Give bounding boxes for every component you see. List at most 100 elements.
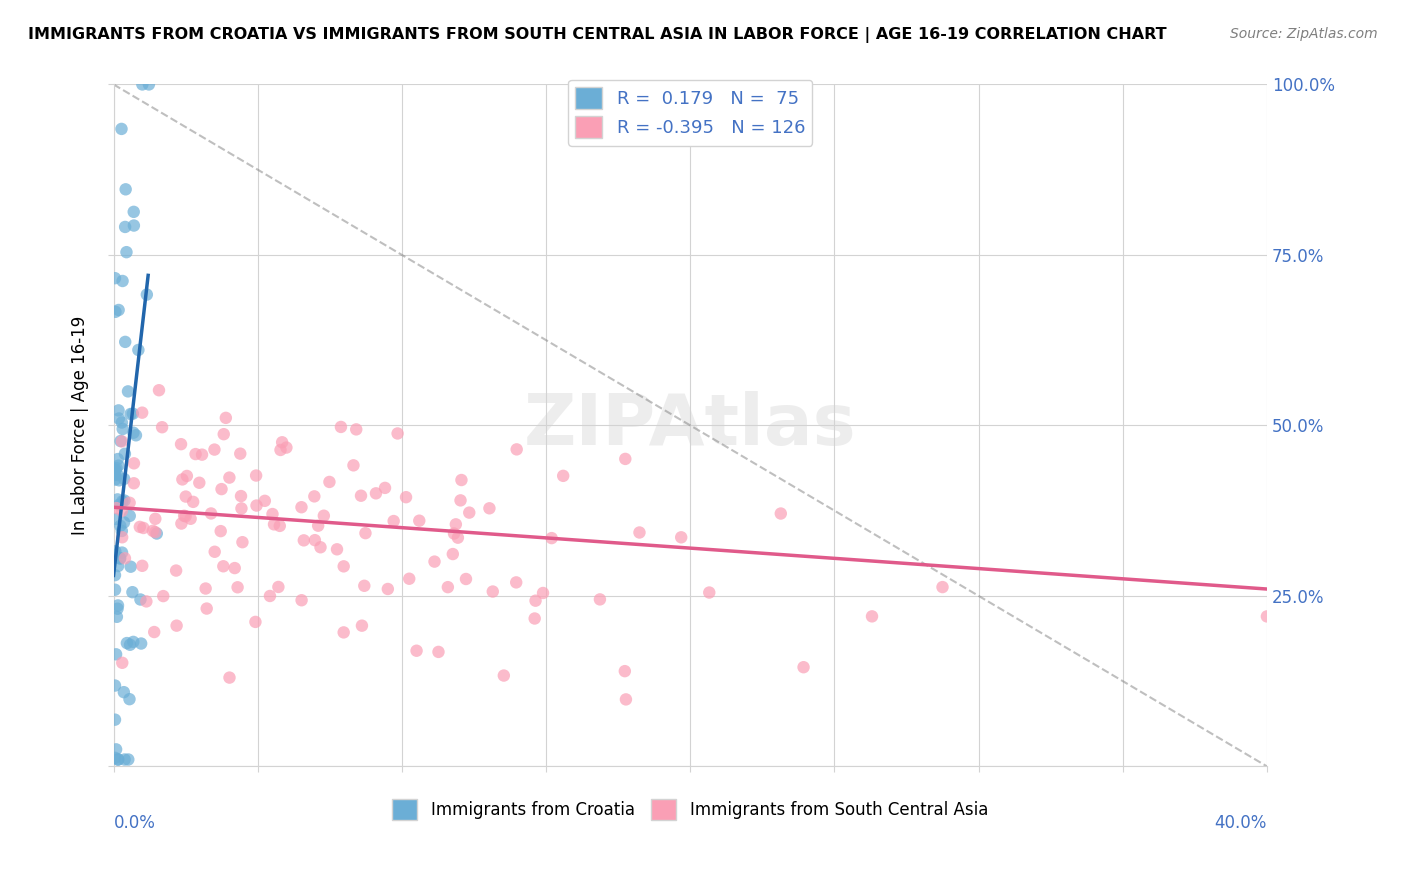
- Point: [135, 287, 157, 301]
- Point: [107, 403, 129, 417]
- Point: [450, 473, 472, 487]
- Point: [231, 501, 253, 516]
- Point: [148, 383, 170, 397]
- Point: [117, 384, 139, 399]
- Point: [143, 512, 166, 526]
- Point: [443, 526, 465, 541]
- Point: [146, 526, 169, 541]
- Point: [180, 512, 202, 526]
- Point: [191, 448, 214, 462]
- Point: [218, 671, 240, 685]
- Point: [112, 472, 135, 486]
- Point: [326, 542, 349, 557]
- Text: IMMIGRANTS FROM CROATIA VS IMMIGRANTS FROM SOUTH CENTRAL ASIA IN LABOR FORCE | A: IMMIGRANTS FROM CROATIA VS IMMIGRANTS FR…: [28, 27, 1167, 43]
- Legend: Immigrants from Croatia, Immigrants from South Central Asia: Immigrants from Croatia, Immigrants from…: [385, 792, 994, 826]
- Point: [263, 517, 285, 532]
- Point: [117, 752, 139, 766]
- Point: [200, 507, 222, 521]
- Point: [458, 506, 481, 520]
- Point: [104, 713, 127, 727]
- Point: [111, 524, 134, 538]
- Point: [176, 469, 198, 483]
- Point: [447, 531, 470, 545]
- Point: [122, 219, 145, 233]
- Point: [111, 416, 134, 430]
- Text: ZIPAtlas: ZIPAtlas: [524, 391, 856, 460]
- Point: [332, 625, 354, 640]
- Point: [531, 586, 554, 600]
- Point: [128, 520, 150, 534]
- Point: [105, 461, 128, 475]
- Point: [454, 572, 477, 586]
- Point: [112, 685, 135, 699]
- Point: [292, 533, 315, 548]
- Point: [152, 589, 174, 603]
- Point: [107, 303, 129, 318]
- Point: [110, 122, 132, 136]
- Point: [135, 594, 157, 608]
- Point: [523, 611, 546, 625]
- Point: [262, 507, 284, 521]
- Point: [107, 752, 129, 766]
- Point: [104, 548, 127, 562]
- Point: [118, 508, 141, 523]
- Point: [115, 245, 138, 260]
- Point: [104, 544, 127, 558]
- Point: [423, 555, 446, 569]
- Point: [115, 636, 138, 650]
- Point: [253, 493, 276, 508]
- Point: [172, 472, 194, 486]
- Point: [377, 582, 399, 596]
- Point: [108, 551, 131, 566]
- Point: [229, 489, 252, 503]
- Point: [271, 435, 294, 450]
- Point: [184, 447, 207, 461]
- Point: [110, 434, 132, 448]
- Point: [121, 407, 143, 421]
- Point: [304, 533, 326, 548]
- Point: [114, 493, 136, 508]
- Point: [304, 489, 326, 503]
- Point: [131, 78, 153, 92]
- Point: [353, 579, 375, 593]
- Point: [218, 470, 240, 484]
- Point: [441, 547, 464, 561]
- Point: [170, 516, 193, 531]
- Point: [110, 519, 132, 533]
- Point: [395, 490, 418, 504]
- Point: [614, 451, 637, 466]
- Point: [108, 411, 131, 425]
- Point: [105, 609, 128, 624]
- Point: [165, 564, 187, 578]
- Point: [131, 406, 153, 420]
- Point: [111, 545, 134, 559]
- Point: [105, 501, 128, 516]
- Point: [107, 559, 129, 574]
- Point: [107, 599, 129, 613]
- Point: [540, 531, 562, 545]
- Point: [505, 442, 527, 457]
- Point: [114, 752, 136, 766]
- Point: [118, 638, 141, 652]
- Point: [129, 636, 152, 650]
- Point: [245, 468, 267, 483]
- Point: [312, 508, 335, 523]
- Point: [104, 751, 127, 765]
- Point: [104, 305, 127, 319]
- Point: [269, 519, 291, 533]
- Point: [111, 422, 134, 436]
- Point: [231, 535, 253, 549]
- Point: [350, 489, 373, 503]
- Point: [170, 437, 193, 451]
- Point: [408, 514, 430, 528]
- Point: [150, 420, 173, 434]
- Point: [628, 525, 651, 540]
- Point: [104, 462, 127, 476]
- Point: [211, 482, 233, 496]
- Point: [105, 648, 128, 662]
- Point: [122, 204, 145, 219]
- Point: [173, 508, 195, 523]
- Point: [104, 473, 127, 487]
- Point: [224, 561, 246, 575]
- Point: [118, 692, 141, 706]
